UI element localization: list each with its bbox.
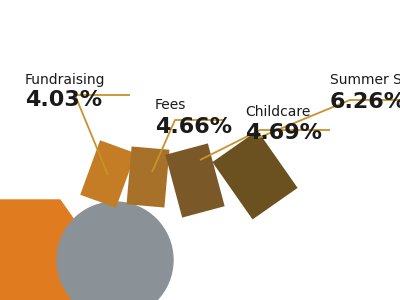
Text: Fundraising: Fundraising <box>25 73 106 87</box>
Bar <box>212 130 298 219</box>
Bar <box>126 146 170 208</box>
Wedge shape <box>0 200 152 300</box>
Text: Fees: Fees <box>155 98 186 112</box>
Text: Summer S: Summer S <box>330 73 400 87</box>
Text: 4.69%: 4.69% <box>245 123 322 143</box>
Circle shape <box>57 202 173 300</box>
Text: 6.26%: 6.26% <box>330 92 400 112</box>
Bar <box>165 143 225 218</box>
Text: Childcare: Childcare <box>245 105 310 119</box>
Bar <box>80 140 136 208</box>
Text: 4.03%: 4.03% <box>25 90 102 110</box>
Text: 4.66%: 4.66% <box>155 117 232 137</box>
